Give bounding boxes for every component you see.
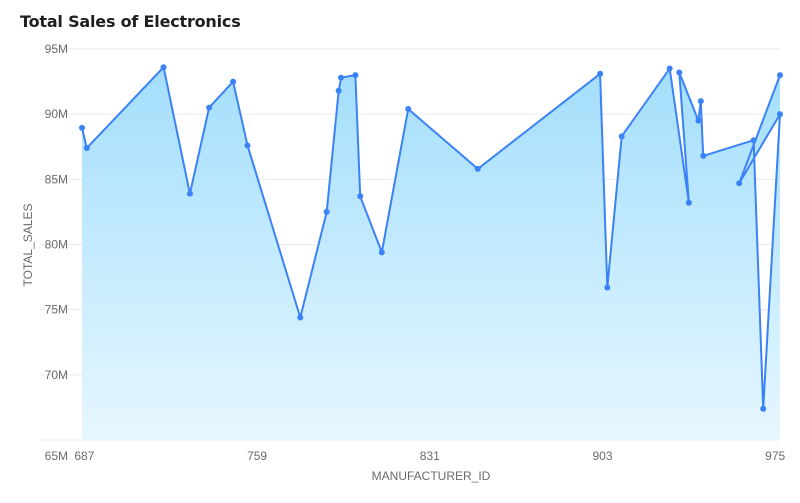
y-tick-label: 90M xyxy=(45,107,68,121)
data-point[interactable] xyxy=(378,249,385,256)
y-tick-label: 80M xyxy=(45,238,68,252)
data-point[interactable] xyxy=(405,105,412,112)
x-axis-ticks: 687 759 831 903 975 xyxy=(74,449,785,463)
y-tick-label: 95M xyxy=(45,42,68,56)
data-point[interactable] xyxy=(79,124,85,131)
chart-title: Total Sales of Electronics xyxy=(20,12,241,31)
data-point[interactable] xyxy=(618,133,625,140)
data-point[interactable] xyxy=(695,117,702,124)
series-line-group xyxy=(81,66,781,410)
area-fill xyxy=(82,67,780,440)
y-tick-label: 65M xyxy=(45,449,68,463)
x-tick-label: 759 xyxy=(247,449,267,463)
data-point[interactable] xyxy=(474,165,481,172)
data-point[interactable] xyxy=(597,70,604,77)
y-axis-label: TOTAL_SALES xyxy=(21,204,35,287)
data-point[interactable] xyxy=(357,193,364,200)
x-tick-label: 687 xyxy=(74,449,94,463)
data-point[interactable] xyxy=(700,152,707,159)
x-tick-label: 903 xyxy=(592,449,612,463)
data-point[interactable] xyxy=(244,142,251,149)
data-point[interactable] xyxy=(352,72,359,79)
data-point[interactable] xyxy=(604,284,611,291)
data-point[interactable] xyxy=(777,111,783,118)
data-point[interactable] xyxy=(230,78,237,85)
x-axis-label: MANUFACTURER_ID xyxy=(372,469,491,483)
y-tick-label: 75M xyxy=(45,303,68,317)
data-points xyxy=(79,64,783,412)
data-point[interactable] xyxy=(736,180,743,187)
y-axis-ticks: 65M 70M 75M 80M 85M 90M 95M xyxy=(45,42,68,463)
data-point[interactable] xyxy=(323,208,330,215)
data-point[interactable] xyxy=(335,87,342,94)
data-point[interactable] xyxy=(206,104,213,111)
data-point[interactable] xyxy=(297,314,304,321)
area-fill-group xyxy=(82,67,780,440)
x-tick-label: 831 xyxy=(420,449,440,463)
data-point[interactable] xyxy=(666,65,673,72)
data-point[interactable] xyxy=(750,137,757,144)
y-tick-label: 85M xyxy=(45,172,68,186)
data-point[interactable] xyxy=(777,72,783,79)
y-tick-label: 70M xyxy=(45,368,68,382)
data-point[interactable] xyxy=(338,74,345,81)
data-point[interactable] xyxy=(186,190,193,197)
x-tick-label: 975 xyxy=(765,449,785,463)
data-point[interactable] xyxy=(697,98,704,105)
data-point[interactable] xyxy=(83,145,90,152)
data-point[interactable] xyxy=(676,69,683,76)
data-point[interactable] xyxy=(685,199,692,206)
series-line xyxy=(81,66,781,410)
data-point[interactable] xyxy=(160,64,167,71)
data-point[interactable] xyxy=(760,405,767,412)
